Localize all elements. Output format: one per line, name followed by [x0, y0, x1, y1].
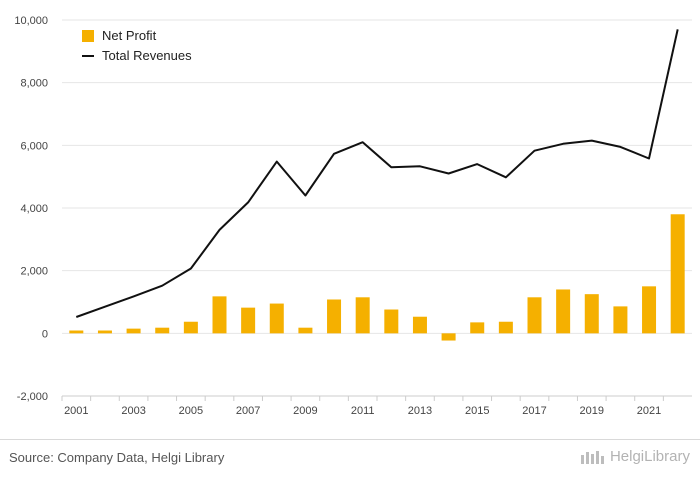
- x-tick-label: 2019: [580, 405, 604, 417]
- net-profit-bar: [527, 297, 542, 334]
- net-profit-bar: [584, 294, 599, 334]
- net-profit-bars: [69, 214, 685, 341]
- legend-swatch-net-profit: [82, 30, 94, 42]
- y-tick-label: 6,000: [20, 140, 48, 152]
- y-tick-label: -2,000: [17, 391, 48, 403]
- legend: Net Profit Total Revenues: [82, 28, 192, 63]
- net-profit-bar: [241, 307, 256, 334]
- net-profit-bar: [355, 297, 370, 334]
- net-profit-bar: [298, 327, 313, 334]
- x-tick-label: 2007: [236, 405, 260, 417]
- net-profit-bar: [155, 327, 170, 334]
- y-tick-label: 4,000: [20, 203, 48, 215]
- x-tick-label: 2017: [522, 405, 546, 417]
- source-note: Source: Company Data, Helgi Library: [9, 450, 225, 465]
- library-icon: [580, 450, 604, 464]
- net-profit-bar: [556, 289, 571, 334]
- net-profit-bar: [69, 330, 84, 334]
- x-tick-label: 2011: [351, 405, 375, 417]
- net-profit-bar: [642, 286, 657, 334]
- y-tick-label: 2,000: [20, 266, 48, 278]
- x-tick-label: 2003: [121, 405, 145, 417]
- net-profit-bar: [183, 321, 198, 334]
- y-tick-label: 10,000: [14, 15, 48, 27]
- net-profit-bar: [126, 328, 141, 334]
- total-revenues-line: [75, 29, 679, 318]
- net-profit-bar: [269, 303, 284, 334]
- net-profit-bar: [412, 316, 427, 334]
- net-profit-bar: [384, 309, 399, 334]
- net-profit-bar: [441, 333, 456, 341]
- x-tick-label: 2013: [408, 405, 432, 417]
- net-profit-bar: [327, 299, 342, 334]
- y-tick-label: 0: [42, 328, 48, 340]
- grid-lines: [62, 19, 692, 397]
- net-profit-bar: [670, 214, 685, 334]
- net-profit-bar: [613, 306, 628, 334]
- net-profit-bar: [212, 296, 227, 334]
- net-profit-bar: [498, 321, 513, 334]
- x-tick-label: 2001: [64, 405, 88, 417]
- x-tick-label: 2015: [465, 405, 489, 417]
- x-tick-label: 2021: [637, 405, 661, 417]
- brand-logo: HelgiLibrary: [580, 448, 690, 465]
- x-axis: 2001 2003 2005 2007 2009 2011 2013 2015 2017 2019…: [61, 395, 692, 417]
- net-profit-bar: [97, 330, 112, 334]
- y-tick-label: 8,000: [20, 78, 48, 90]
- net-profit-bar: [470, 322, 485, 334]
- legend-label-total-revenues: Total Revenues: [102, 48, 192, 63]
- footer-divider: [0, 439, 700, 440]
- total-revenues-polyline: [75, 29, 679, 318]
- brand-name: HelgiLibrary: [609, 448, 690, 465]
- x-tick-label: 2009: [293, 405, 317, 417]
- y-axis-ticks: 10,000 8,000 6,000 4,000 2,000 0 -2,000: [14, 15, 48, 403]
- x-tick-label: 2005: [179, 405, 203, 417]
- legend-label-net-profit: Net Profit: [102, 28, 157, 43]
